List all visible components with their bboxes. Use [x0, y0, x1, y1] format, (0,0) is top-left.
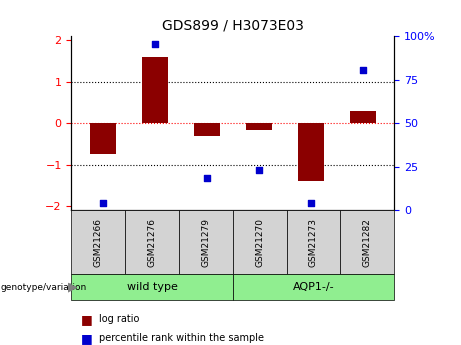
Point: [99, 200, 106, 206]
Point: [203, 175, 211, 181]
Text: ▶: ▶: [68, 281, 78, 294]
Text: GSM21270: GSM21270: [255, 218, 264, 267]
Point: [307, 200, 314, 206]
Bar: [71, 274, 233, 300]
Text: ■: ■: [81, 332, 92, 345]
Bar: [142, 57, 168, 123]
Bar: [287, 210, 340, 274]
Bar: [71, 210, 125, 274]
Title: GDS899 / H3073E03: GDS899 / H3073E03: [162, 18, 304, 32]
Bar: [233, 274, 394, 300]
Bar: [194, 123, 220, 136]
Text: ■: ■: [81, 313, 92, 326]
Text: log ratio: log ratio: [99, 314, 140, 324]
Text: GSM21276: GSM21276: [148, 218, 157, 267]
Text: wild type: wild type: [127, 282, 177, 292]
Text: GSM21266: GSM21266: [94, 218, 103, 267]
Text: genotype/variation: genotype/variation: [1, 283, 87, 292]
Text: GSM21279: GSM21279: [201, 218, 210, 267]
Bar: [179, 210, 233, 274]
Text: GSM21273: GSM21273: [309, 218, 318, 267]
Text: percentile rank within the sample: percentile rank within the sample: [99, 333, 264, 343]
Text: GSM21282: GSM21282: [363, 218, 372, 267]
Text: AQP1-/-: AQP1-/-: [293, 282, 334, 292]
Bar: [246, 123, 272, 130]
Bar: [298, 123, 324, 181]
Point: [151, 41, 159, 47]
Bar: [233, 210, 287, 274]
Bar: [340, 210, 394, 274]
Bar: [90, 123, 116, 155]
Point: [359, 68, 366, 73]
Bar: [350, 111, 376, 123]
Bar: [125, 210, 179, 274]
Point: [255, 167, 262, 172]
